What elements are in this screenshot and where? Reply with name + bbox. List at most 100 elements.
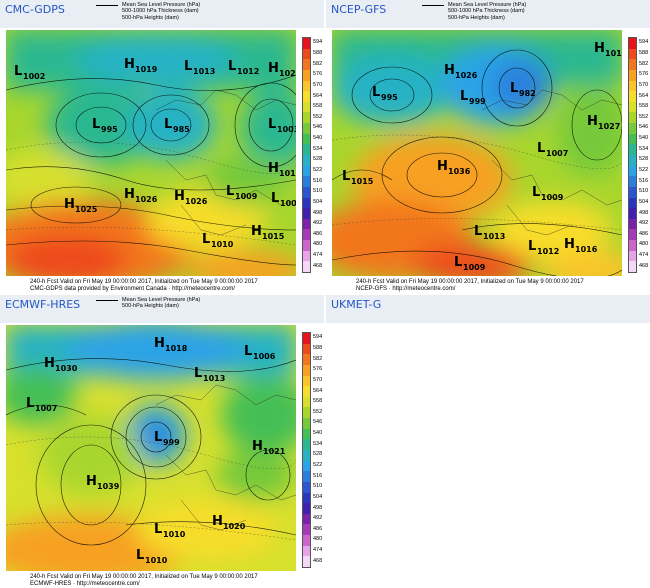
colorbar-tick-label: 480 <box>639 241 649 248</box>
pressure-value: 1006 <box>253 352 276 361</box>
svg-text:H: H <box>212 514 223 529</box>
svg-text:H: H <box>587 114 598 129</box>
pressure-value: 1007 <box>35 404 57 413</box>
pressure-value: 1036 <box>448 167 471 176</box>
colorbar-tick-label: 474 <box>639 252 649 259</box>
colorbar-tick-label: 540 <box>313 135 323 142</box>
colorbar-tick-label: 492 <box>313 515 323 522</box>
pressure-value: 1026 <box>135 195 158 204</box>
colorbar-segment <box>303 428 310 440</box>
colorbar-segment <box>629 123 636 135</box>
colorbar-segment <box>629 176 636 188</box>
colorbar-segment <box>303 123 310 135</box>
pressure-value: 1019 <box>135 65 158 74</box>
panel-title[interactable]: CMC-GDPS <box>5 3 65 16</box>
panel-title[interactable]: UKMET-G <box>331 298 382 311</box>
colorbar-tick-label: 534 <box>639 145 649 152</box>
colorbar-ticks: 594 588 582 576 570 564 558 552 546 540 534 528 522 5… <box>313 37 327 273</box>
colorbar-segment <box>303 165 310 177</box>
panel-title[interactable]: ECMWF-HRES <box>5 298 81 311</box>
line-swatch <box>422 4 444 6</box>
svg-text:H: H <box>44 356 55 371</box>
colorbar-tick-label: 498 <box>313 504 323 511</box>
colorbar-segment <box>629 218 636 230</box>
line-swatch <box>96 4 118 6</box>
colorbar-tick-label: 522 <box>313 461 323 468</box>
colorbar-tick-label: 582 <box>639 60 649 67</box>
colorbar-segment <box>303 218 310 230</box>
colorbar-tick-label: 474 <box>313 547 323 554</box>
source-text: NCEP-GFS · http://meteocentre.com/ <box>356 286 456 292</box>
colorbar-segment <box>303 333 310 345</box>
colorbar-tick-label: 564 <box>313 387 323 394</box>
colorbar-segment <box>303 556 310 568</box>
colorbar-segment <box>303 418 310 430</box>
svg-text:L: L <box>26 396 34 411</box>
colorbar <box>302 332 311 568</box>
valid-time-text: 240-h Fcst Valid on Fri May 19 00:00:00 … <box>356 279 584 285</box>
colorbar-tick-label: 528 <box>313 156 323 163</box>
legend-label: 500-hPa Heights (dam) <box>122 303 179 310</box>
colorbar-segment <box>303 481 310 494</box>
legend-label: 500-hPa Heights (dam) <box>448 14 505 21</box>
colorbar-segment <box>303 208 310 220</box>
pressure-value: 1003 <box>277 125 296 134</box>
colorbar-tick-label: 594 <box>639 39 649 46</box>
colorbar-segment <box>303 386 310 398</box>
colorbar-tick-label: 522 <box>639 166 649 173</box>
pressure-value: 1010 <box>145 556 168 565</box>
colorbar-segment <box>629 38 636 50</box>
forecast-map[interactable]: H 1018 L 1006 H 1030 L 1013 L 1007 L 999 H 1039… <box>6 325 296 571</box>
colorbar-segment <box>303 396 310 408</box>
colorbar-segment <box>303 48 310 60</box>
colorbar-tick-label: 576 <box>313 366 323 373</box>
pressure-value: 1010 <box>211 240 234 249</box>
legend-row-thickness: 500-1000 hPa Thickness (dam) <box>422 8 526 14</box>
colorbar-segment <box>303 155 310 167</box>
pressure-value: 1016 <box>575 245 598 254</box>
colorbar-segment <box>629 69 636 82</box>
legend-row-mslp: Mean Sea Level Pressure (hPa) <box>96 297 200 303</box>
svg-text:L: L <box>154 522 162 537</box>
svg-text:L: L <box>226 184 234 199</box>
colorbar-segment <box>303 375 310 387</box>
colorbar-tick-label: 558 <box>639 103 649 110</box>
svg-text:L: L <box>244 344 252 359</box>
map-legend: Mean Sea Level Pressure (hPa) 500-hPa He… <box>96 297 200 310</box>
colorbar-segment <box>303 240 310 252</box>
colorbar-segment <box>303 513 310 525</box>
pressure-value: 1002 <box>23 72 45 81</box>
colorbar-segment <box>303 229 310 241</box>
legend-label: Mean Sea Level Pressure (hPa) <box>448 2 527 8</box>
svg-text:L: L <box>454 255 462 270</box>
pressure-value: 1009 <box>235 192 258 201</box>
colorbar-segment <box>303 197 310 209</box>
colorbar-segment <box>303 545 310 557</box>
svg-text:L: L <box>372 85 380 100</box>
colorbar-tick-label: 510 <box>313 483 323 490</box>
panel-cmc-gdps: CMC-GDPS Mean Sea Level Pressure (hPa) 5… <box>0 0 324 293</box>
colorbar-tick-label: 522 <box>313 166 323 173</box>
pressure-value: 995 <box>101 125 118 134</box>
panel-title[interactable]: NCEP-GFS <box>331 3 387 16</box>
panel-footer: 240-h Fcst Valid on Fri May 19 00:00:00 … <box>30 279 258 293</box>
colorbar-tick-label: 576 <box>639 71 649 78</box>
colorbar-tick-label: 510 <box>639 188 649 195</box>
legend-row-heights: 500-hPa Heights (dam) <box>422 15 526 21</box>
svg-text:H: H <box>154 336 165 351</box>
colorbar <box>628 37 637 273</box>
colorbar-segment <box>303 364 310 377</box>
legend-row-heights: 500-hPa Heights (dam) <box>96 15 200 21</box>
svg-text:L: L <box>528 239 536 254</box>
pressure-value: 1030 <box>55 364 78 373</box>
legend-label: 500-1000 hPa Thickness (dam) <box>448 8 525 15</box>
colorbar-tick-label: 540 <box>639 135 649 142</box>
legend-row-thickness: 500-1000 hPa Thickness (dam) <box>96 8 200 14</box>
colorbar-tick-label: 546 <box>313 419 323 426</box>
colorbar-tick-label: 552 <box>313 113 323 120</box>
pressure-value: 985 <box>173 125 190 134</box>
pressure-value: 1010 <box>163 530 186 539</box>
